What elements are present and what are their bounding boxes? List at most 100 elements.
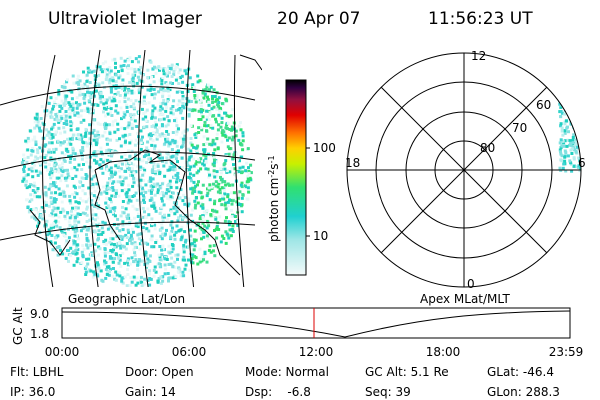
- pixel: [149, 60, 153, 64]
- pixel: [150, 224, 153, 228]
- pixel: [60, 151, 64, 155]
- pixel: [581, 147, 584, 150]
- pixel: [48, 214, 52, 217]
- title: Ultraviolet Imager: [48, 9, 202, 29]
- pixel: [97, 204, 101, 208]
- pixel: [33, 135, 37, 139]
- pixel: [162, 203, 166, 207]
- pixel: [181, 140, 185, 144]
- pixel: [105, 206, 109, 210]
- pixel: [33, 126, 37, 130]
- pixel: [204, 159, 208, 163]
- pixel: [136, 268, 140, 272]
- pixel: [180, 145, 183, 149]
- pixel: [559, 95, 563, 99]
- pixel: [173, 260, 177, 264]
- pixel: [71, 133, 75, 137]
- pixel: [146, 76, 150, 80]
- pixel: [105, 265, 109, 269]
- pixel: [47, 130, 51, 134]
- pixel: [566, 109, 570, 113]
- pixel: [44, 165, 48, 169]
- pixel: [183, 202, 187, 206]
- pixel: [134, 224, 138, 228]
- pixel: [56, 139, 60, 143]
- pixel: [71, 102, 75, 106]
- pixel: [169, 208, 173, 212]
- pixel: [109, 83, 113, 87]
- alt-tick: 1.8: [30, 327, 49, 341]
- pixel: [50, 212, 54, 216]
- pixel: [34, 208, 38, 212]
- pixel: [153, 125, 157, 129]
- pixel: [171, 244, 175, 247]
- pixel: [96, 186, 100, 190]
- pixel: [141, 226, 145, 229]
- pixel: [207, 124, 211, 128]
- pixel: [181, 270, 185, 274]
- pixel: [52, 181, 56, 185]
- pixel: [133, 251, 137, 254]
- pixel: [174, 157, 178, 160]
- pixel: [177, 82, 181, 85]
- pixel: [96, 130, 100, 134]
- pixel: [579, 107, 581, 110]
- pixel: [157, 149, 161, 153]
- pixel: [116, 217, 120, 221]
- pixel: [116, 165, 120, 169]
- pixel: [150, 115, 154, 119]
- pixel: [563, 103, 567, 107]
- pixel: [118, 137, 121, 141]
- pixel: [191, 253, 195, 257]
- pixel: [44, 143, 48, 147]
- pixel: [22, 170, 26, 174]
- pixel: [33, 138, 37, 142]
- pixel: [174, 120, 178, 124]
- pixel: [102, 106, 106, 110]
- pixel: [42, 200, 46, 204]
- pixel: [70, 90, 74, 94]
- pixel: [57, 157, 61, 161]
- pixel: [92, 103, 96, 107]
- pixel: [58, 109, 62, 113]
- pixel: [563, 122, 567, 126]
- pixel: [110, 170, 113, 174]
- pixel: [59, 168, 63, 172]
- pixel: [203, 92, 207, 96]
- pixel: [30, 208, 34, 211]
- pixel: [124, 91, 127, 95]
- pixel: [32, 183, 36, 187]
- pixel: [160, 107, 164, 111]
- pixel: [152, 274, 156, 278]
- pixel: [74, 174, 78, 178]
- pixel: [111, 79, 115, 83]
- pixel: [150, 238, 154, 242]
- pixel: [25, 198, 28, 202]
- pixel: [83, 82, 87, 86]
- pixel: [117, 256, 120, 260]
- pixel: [49, 170, 52, 174]
- pixel: [26, 136, 30, 140]
- pixel: [85, 207, 89, 211]
- pixel: [132, 176, 136, 180]
- pixel: [161, 192, 165, 196]
- pixel: [93, 174, 97, 178]
- pixel: [53, 207, 57, 211]
- pixel: [564, 119, 568, 123]
- pixel: [167, 263, 171, 266]
- pixel: [49, 240, 53, 244]
- pixel: [63, 252, 67, 256]
- pixel: [560, 100, 564, 104]
- pixel: [160, 205, 164, 209]
- pixel: [178, 196, 182, 200]
- pixel: [130, 89, 134, 93]
- pixel: [179, 228, 183, 232]
- pixel: [179, 179, 182, 182]
- pixel: [108, 267, 112, 271]
- pixel: [160, 197, 164, 201]
- pixel: [211, 213, 215, 217]
- pixel: [200, 237, 203, 241]
- pixel: [123, 140, 127, 144]
- pixel: [226, 121, 230, 125]
- pixel: [70, 97, 74, 101]
